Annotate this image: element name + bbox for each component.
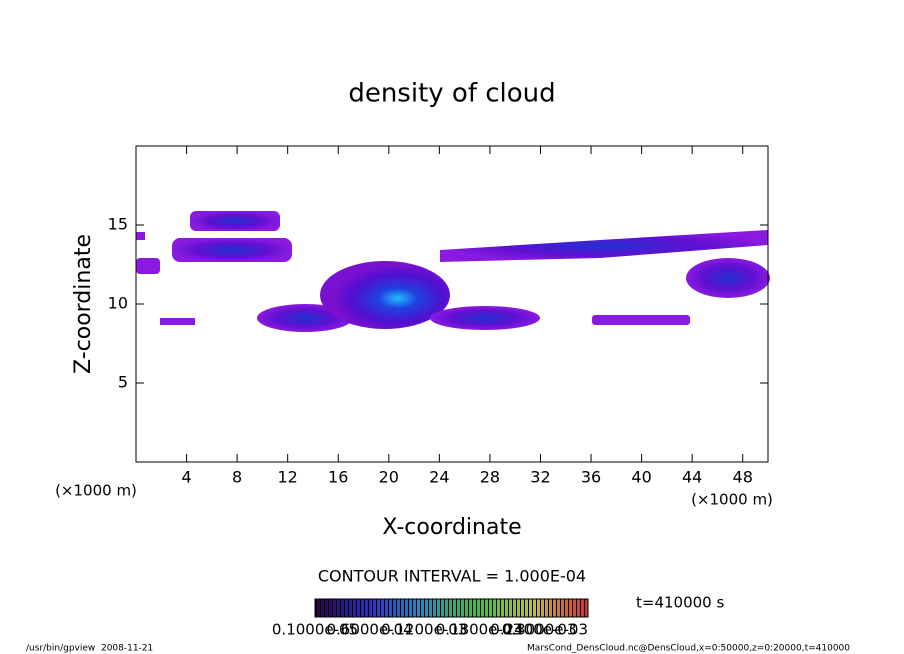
colorbar-label: 0.2400e-03 [490,621,576,639]
x-unit-label: (×1000 m) [691,491,773,509]
x-tick-label: 44 [682,468,702,487]
x-tick-label: 20 [379,468,399,487]
y-tick-label: 5 [118,373,128,392]
cloud-region [136,232,145,240]
cloud-region [172,238,292,262]
cloud-region [320,261,450,329]
x-tick-label: 40 [631,468,651,487]
footer-right: MarsCond_DensCloud.nc@DensCloud,x=0:5000… [527,644,850,654]
colorbar-label: 0.1000e-05 [272,621,358,639]
cloud-region [190,211,280,231]
x-tick-label: 12 [278,468,298,487]
colorbar-frame [314,598,589,618]
y-unit-label: (×1000 m) [55,482,137,500]
colorbar-label: 0.1200e-03 [381,621,467,639]
x-tick-label: 16 [328,468,348,487]
colorbar-label: 0.3000e-03 [502,621,588,639]
x-tick-label: 28 [480,468,500,487]
cloud-region [136,258,160,274]
y-axis-label: Z-coordinate [71,234,96,374]
x-tick-label: 8 [232,468,242,487]
x-tick-label: 24 [429,468,449,487]
contour-interval: CONTOUR INTERVAL = 1.000E-04 [318,567,586,586]
cloud-region [440,230,768,262]
y-tick-label: 15 [108,215,128,234]
footer-left: /usr/bin/gpview 2008-11-21 [26,644,153,654]
x-tick-label: 36 [581,468,601,487]
field [136,211,770,332]
x-tick-label: 48 [733,468,753,487]
cloud-region [592,315,690,325]
colorbar-label: 0.6000e-04 [326,621,412,639]
x-axis-label: X-coordinate [382,515,521,540]
cloud-region [430,306,540,330]
time-label: t=410000 s [636,594,724,612]
y-tick-label: 10 [108,294,128,313]
cloud-region [686,258,770,298]
x-tick-label: 32 [530,468,550,487]
cloud-region [160,318,195,325]
colorbar-label: 0.1800e-03 [436,621,522,639]
x-tick-label: 4 [181,468,191,487]
chart-title: density of cloud [348,79,555,109]
plot-frame [135,145,769,463]
